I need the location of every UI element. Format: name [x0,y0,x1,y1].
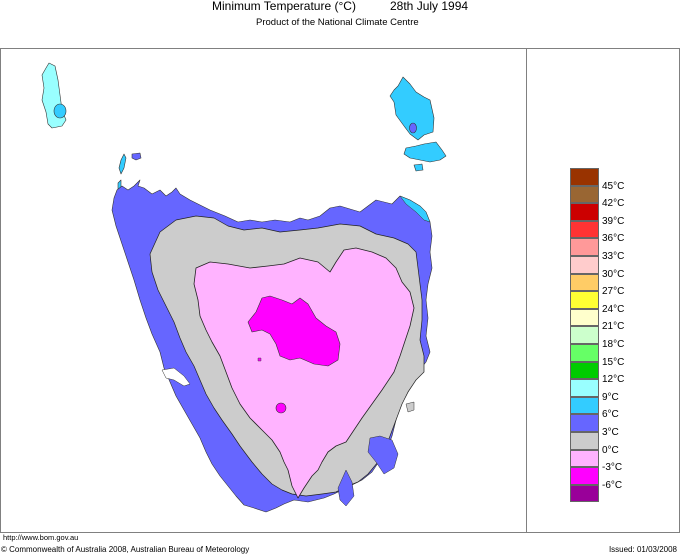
king-island [41,62,67,129]
legend-label: 33°C [602,251,625,262]
legend-swatch [570,344,599,362]
legend-label: 21°C [602,321,625,333]
legend-swatch [570,256,599,274]
legend-swatch [570,414,599,432]
bom-url[interactable]: http://www.bom.gov.au [3,533,79,542]
legend-swatch [570,361,599,380]
tasman-peninsula [367,435,399,475]
legend-swatch [570,379,599,397]
legend-swatch [570,220,599,239]
map-title-bar: Minimum Temperature (°C) 28th July 1994 [0,0,680,16]
legend-swatch [570,449,599,468]
legend-swatch [570,203,599,221]
legend-swatch [570,273,599,292]
issued-date: Issued: 01/03/2008 [608,545,677,554]
legend-swatch [570,291,599,309]
map-subtitle: Product of the National Climate Centre [256,17,419,28]
legend-swatch [570,396,599,415]
legend-swatch [570,308,599,327]
legend-swatch [570,168,599,186]
legend-label: 42°C [602,198,625,210]
legend-label: -3°C [602,462,623,474]
legend-swatch [570,238,599,256]
band-minus6c-core [247,295,341,367]
band-minus6c-spot [275,402,287,414]
legend-label: 12°C [602,374,625,386]
legend-label: 45°C [602,180,625,192]
legend-label: 15°C [602,356,625,368]
legend-label: 24°C [602,303,625,315]
legend-label: 6°C [602,409,619,421]
legend-label: 30°C [602,268,625,280]
legend-swatch [570,467,599,485]
bruny-island [337,469,355,507]
band-minus3c [193,247,415,499]
legend-label: 9°C [602,391,619,403]
map-title: Minimum Temperature (°C) [212,0,356,13]
legend-swatch [570,326,599,344]
legend-swatch [570,484,599,503]
legend-label: 36°C [602,233,625,245]
legend-label: 3°C [602,427,619,438]
band-6c-northeast [399,195,431,223]
legend-divider [526,49,527,532]
legend-label: 39°C [602,215,625,227]
legend-label: -6°C [602,479,623,491]
legend-swatch [570,185,599,204]
copyright-notice: © Commonwealth of Australia 2008, Austra… [1,545,250,554]
legend-label: 27°C [602,286,625,298]
map-date: 28th July 1994 [390,0,469,13]
legend-swatch [570,432,599,450]
flinders-island [389,76,447,172]
legend-label: 0°C [602,444,619,456]
tasmania-mainland [111,179,433,513]
legend-label: 18°C [602,339,625,350]
northwest-islets [117,152,142,191]
